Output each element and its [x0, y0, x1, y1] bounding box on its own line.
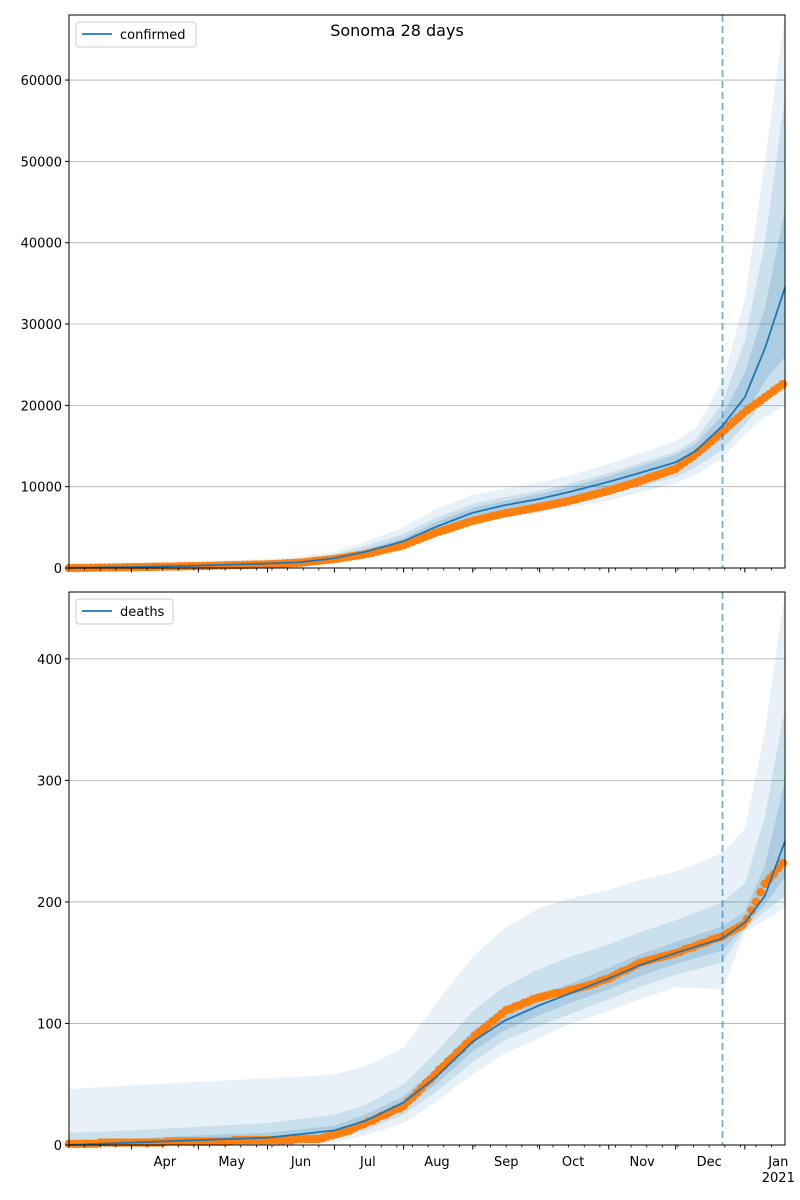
x-tick-label: Sep: [494, 1155, 519, 1170]
uncertainty-band: [69, 210, 785, 568]
y-tick-label: 0: [54, 562, 62, 577]
deaths-panel: 0 100 200 300 400 Apr May Jun Jul Aug Sep Oct Nov Dec…: [37, 591, 795, 1186]
y-tick-label: 50000: [21, 155, 62, 170]
deaths-legend: deaths: [75, 598, 174, 625]
chart-title: Sonoma 28 days: [330, 21, 464, 40]
model-line: [69, 287, 786, 569]
legend-box: [75, 21, 197, 48]
y-tick-label: 0: [54, 1139, 62, 1154]
x-tick-label: Nov: [630, 1155, 656, 1170]
observed-point: [747, 906, 756, 915]
y-tick-label: 40000: [21, 237, 62, 252]
y-tick-label: 100: [37, 1017, 62, 1032]
y-tick-label: 10000: [21, 481, 62, 496]
uncertainty-band: [69, 592, 785, 1145]
x-tick-label: May: [218, 1155, 245, 1170]
model-line: [68, 840, 786, 1146]
legend-box: [75, 598, 174, 625]
y-tick-label: 300: [37, 774, 62, 789]
x-tick-label: Oct: [562, 1155, 584, 1170]
y-tick-label: 200: [37, 896, 62, 911]
confirmed-legend: confirmed: [75, 21, 197, 48]
x-tick-label: Dec: [697, 1155, 722, 1170]
y-tick-label: 60000: [21, 74, 62, 89]
observed-point: [778, 379, 788, 389]
x-tick-label: Jan: [767, 1155, 788, 1170]
x-tick-label: Jul: [359, 1155, 376, 1170]
legend-label: deaths: [120, 605, 165, 620]
plot-frame: [68, 591, 786, 1146]
legend-label: confirmed: [120, 28, 186, 43]
observed-point: [778, 858, 788, 868]
x-tick-label: 2021: [762, 1171, 795, 1186]
x-tick-label: Apr: [154, 1155, 177, 1170]
plot-frame: [68, 14, 786, 569]
observed-point: [756, 887, 765, 897]
x-tick-label: Jun: [290, 1155, 311, 1170]
x-tick-label: Aug: [424, 1155, 449, 1170]
confirmed-panel: 0 10000 20000 30000 40000 50000 60000: [21, 14, 788, 577]
y-tick-label: 400: [37, 653, 62, 668]
y-tick-label: 30000: [21, 318, 62, 333]
y-tick-label: 20000: [21, 399, 62, 414]
